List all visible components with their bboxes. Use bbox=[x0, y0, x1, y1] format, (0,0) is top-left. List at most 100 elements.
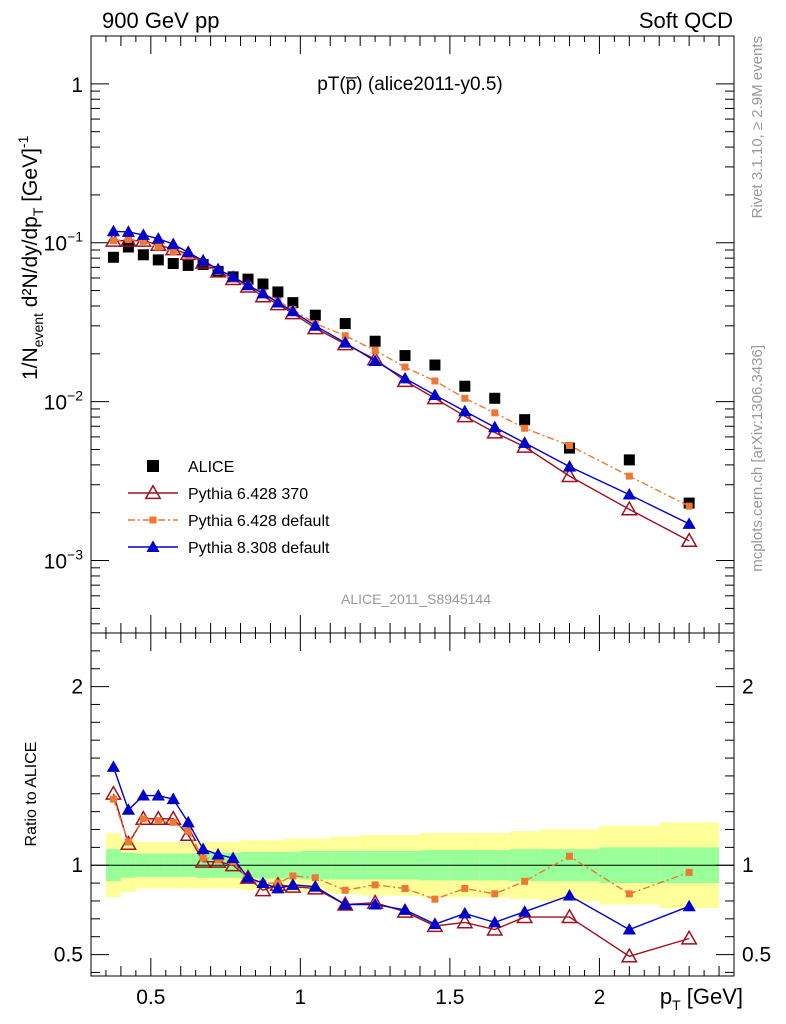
ratio-series-point bbox=[289, 872, 297, 880]
legend-label: ALICE bbox=[188, 459, 234, 476]
ratio-series-point bbox=[431, 895, 439, 903]
main-y-tick-label-base: 10 bbox=[44, 551, 67, 574]
x-tick-label: 1 bbox=[295, 986, 307, 1009]
main-series-point bbox=[341, 332, 349, 340]
ratio-series-point bbox=[166, 792, 180, 805]
ratio-series-point bbox=[119, 835, 137, 850]
x-tick-label: 1.5 bbox=[435, 986, 464, 1009]
ratio-series-point bbox=[625, 890, 633, 898]
xlabel-unit: [GeV] bbox=[681, 984, 743, 1009]
legend-marker bbox=[149, 516, 157, 524]
ratio-series-point bbox=[461, 884, 469, 892]
main-y-tick-label: 10−2 bbox=[44, 388, 84, 415]
main-series-point bbox=[521, 424, 529, 432]
main-y-tick-label: 1 bbox=[71, 74, 83, 97]
x-tick-label: 2 bbox=[594, 986, 606, 1009]
ratio-series-point bbox=[106, 760, 121, 772]
ratio-series-point bbox=[271, 881, 285, 894]
ratio-panel: 0.5 0.5 1 1 2 2 0.5 1 1.5 2 bbox=[54, 632, 771, 1009]
ratio-series-point bbox=[401, 884, 409, 892]
main-series-point bbox=[109, 237, 117, 245]
legend-marker bbox=[144, 484, 162, 500]
ylabel-sub: event bbox=[30, 313, 46, 347]
x-tick-label: 0.5 bbox=[136, 986, 165, 1009]
main-series-point bbox=[680, 532, 698, 548]
main-series-point bbox=[458, 404, 472, 417]
ratio-series-point bbox=[458, 906, 472, 919]
ratio-series-point bbox=[311, 874, 319, 882]
main-y-tick-label: 10−1 bbox=[44, 229, 84, 256]
plot-title: pT(p̅) (alice2011-y0.5) bbox=[317, 74, 503, 95]
ratio-series-point bbox=[199, 854, 207, 862]
header-collision-label: 900 GeV pp bbox=[102, 8, 219, 33]
legend-marker bbox=[146, 540, 160, 552]
ratio-series-point bbox=[149, 810, 167, 825]
main-series-point bbox=[139, 237, 147, 245]
main-y-tick-label-exp: −1 bbox=[67, 229, 83, 245]
svg-text:pT [GeV]: pT [GeV] bbox=[660, 984, 743, 1013]
ratio-series-point bbox=[488, 915, 502, 928]
main-series-point bbox=[137, 249, 149, 261]
ratio-series-point bbox=[194, 852, 212, 868]
ratio-series-point bbox=[371, 881, 379, 889]
main-series-point bbox=[287, 297, 299, 309]
ratio-series-point bbox=[491, 890, 499, 898]
main-panel: pT(p̅) (alice2011-y0.5) ALICE_2011_S8945… bbox=[44, 35, 735, 634]
main-series-point bbox=[256, 286, 270, 299]
ratio-series-point bbox=[179, 826, 197, 842]
main-series-point bbox=[182, 259, 194, 271]
ylabel-rest: d²N/dy/dp bbox=[19, 216, 42, 313]
legend-label: Pythia 6.428 default bbox=[188, 513, 330, 530]
main-y-ticks: 110−110−210−3 bbox=[44, 35, 734, 625]
ratio-series-point bbox=[151, 788, 165, 801]
main-series-point bbox=[461, 394, 469, 402]
main-y-tick-label-base: 1 bbox=[71, 74, 83, 97]
x-axis-label: pT [GeV] bbox=[660, 984, 743, 1013]
main-y-tick-label-base: 10 bbox=[44, 392, 67, 415]
main-series-point bbox=[622, 488, 636, 500]
ratio-series-point bbox=[124, 838, 132, 846]
main-series-point bbox=[398, 371, 412, 384]
ratio-series-point bbox=[224, 856, 242, 872]
ratio-series-line bbox=[112, 793, 690, 958]
main-series-point bbox=[151, 232, 165, 244]
main-series-point bbox=[368, 354, 382, 367]
analysis-id-label: ALICE_2011_S8945144 bbox=[341, 591, 491, 607]
legend-marker bbox=[147, 460, 159, 472]
main-series-point bbox=[682, 517, 696, 529]
ratio-series-point bbox=[341, 886, 349, 894]
main-series-point bbox=[339, 318, 351, 330]
ratio-series-point bbox=[241, 871, 255, 883]
main-series-point bbox=[620, 500, 638, 516]
ratio-series-point bbox=[226, 851, 240, 864]
ratio-series-point bbox=[368, 897, 382, 910]
main-series-point bbox=[429, 359, 441, 371]
ratio-series-point bbox=[518, 905, 532, 917]
ratio-series-point bbox=[286, 878, 300, 890]
main-y-axis-label: 1/Nevent d²N/dy/dpT [GeV]-1 bbox=[15, 135, 46, 380]
main-series-point bbox=[106, 224, 121, 237]
main-series-point bbox=[166, 237, 180, 250]
main-series-point bbox=[625, 472, 633, 480]
ratio-y-tick-label-left: 2 bbox=[71, 676, 83, 699]
main-series-point bbox=[566, 441, 574, 449]
ratio-series-point bbox=[211, 847, 225, 860]
ratio-uncertainty-bands bbox=[91, 822, 734, 909]
ratio-y-tick-label-left: 1 bbox=[71, 854, 83, 877]
ratio-series-point bbox=[398, 903, 412, 915]
ratio-series-point bbox=[196, 842, 210, 855]
ratio-series-point bbox=[181, 815, 195, 828]
main-series-point bbox=[271, 296, 285, 308]
ratio-series-point bbox=[134, 810, 152, 825]
main-series-point bbox=[211, 262, 225, 275]
main-series-point bbox=[488, 420, 502, 433]
ratio-series-point bbox=[154, 817, 162, 825]
xlabel-main: p bbox=[660, 984, 672, 1009]
ratio-series-point bbox=[680, 929, 698, 945]
main-series-point bbox=[286, 304, 300, 317]
ratio-y-tick-label-right: 0.5 bbox=[742, 944, 771, 967]
main-series-point bbox=[489, 392, 501, 404]
main-series-point bbox=[152, 254, 164, 266]
ratio-series-point bbox=[336, 895, 354, 911]
